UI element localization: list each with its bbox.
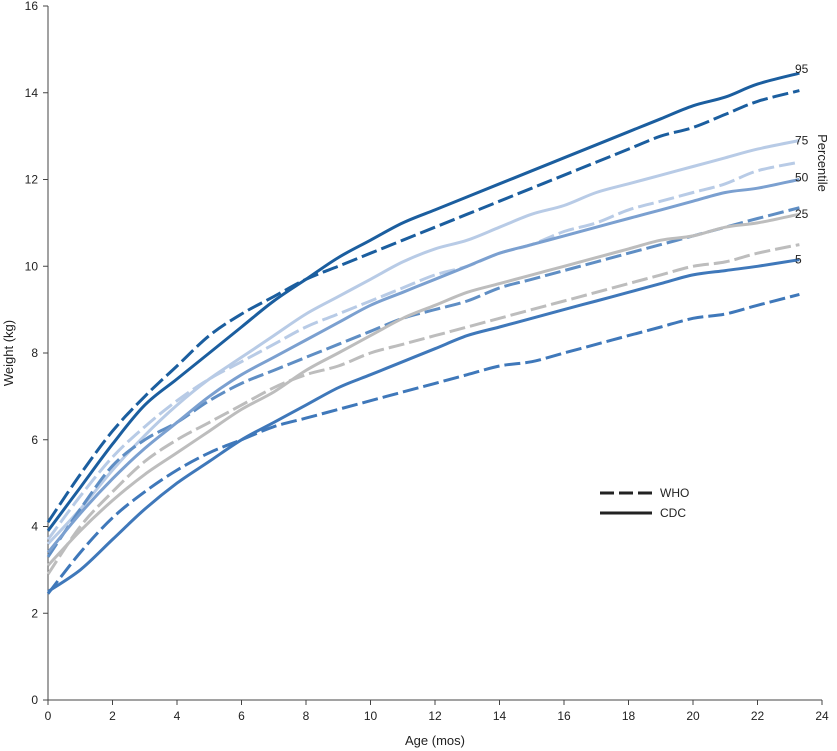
series-line-who-p75: [46, 160, 800, 541]
x-tick-label: 6: [238, 709, 245, 723]
series-line-cdc-p75: [46, 139, 800, 545]
y-tick-label: 16: [25, 0, 39, 13]
x-tick-label: 16: [557, 709, 571, 723]
y-tick-label: 6: [31, 433, 38, 447]
y-tick-label: 12: [25, 173, 39, 187]
y-tick-label: 10: [25, 259, 39, 273]
percentile-labels: 95 75 50 25 5: [795, 62, 809, 267]
percentile-axis-title: Percentile: [815, 134, 830, 192]
percentile-label-5: 5: [795, 253, 802, 267]
percentile-label-50: 50: [795, 170, 809, 184]
x-tick-label: 0: [45, 709, 52, 723]
x-tick-label: 12: [428, 709, 442, 723]
x-tick-label: 14: [493, 709, 507, 723]
legend-who-label: WHO: [660, 486, 689, 500]
series-line-cdc-p25: [46, 212, 800, 567]
x-tick-label: 8: [303, 709, 310, 723]
percentile-label-95: 95: [795, 62, 809, 76]
percentile-label-25: 25: [795, 207, 809, 221]
legend-cdc-label: CDC: [660, 506, 686, 520]
series-line-cdc-p50: [46, 178, 800, 554]
x-tick-label: 10: [364, 709, 378, 723]
series-line-cdc-p95: [46, 71, 800, 532]
series-line-who-p50: [46, 206, 800, 558]
y-tick-label: 8: [31, 346, 38, 360]
x-tick-label: 22: [751, 709, 765, 723]
percentile-label-75: 75: [795, 133, 809, 147]
series-line-who-p25: [46, 243, 800, 576]
x-tick-label: 18: [622, 709, 636, 723]
x-tick-label: 20: [686, 709, 700, 723]
series-line-cdc-p5: [47, 258, 800, 593]
x-tick-label: 2: [109, 709, 116, 723]
x-tick-label: 24: [815, 709, 829, 723]
legend: WHO CDC: [600, 486, 689, 520]
y-ticks: 0 2 4 6 8 10 12 14 16: [25, 0, 48, 707]
x-tick-label: 4: [174, 709, 181, 723]
x-axis-title: Age (mos): [405, 733, 465, 748]
y-tick-label: 14: [25, 86, 39, 100]
series-line-who-p5: [46, 292, 800, 595]
y-tick-label: 0: [31, 693, 38, 707]
series-line-who-p95: [46, 89, 800, 524]
y-tick-label: 4: [31, 520, 38, 534]
x-ticks: 0 2 4 6 8 10 12 14 16 18 20 22 24: [45, 700, 829, 723]
y-axis-title: Weight (kg): [1, 320, 16, 386]
y-tick-label: 2: [31, 606, 38, 620]
series-layer: [46, 71, 800, 595]
